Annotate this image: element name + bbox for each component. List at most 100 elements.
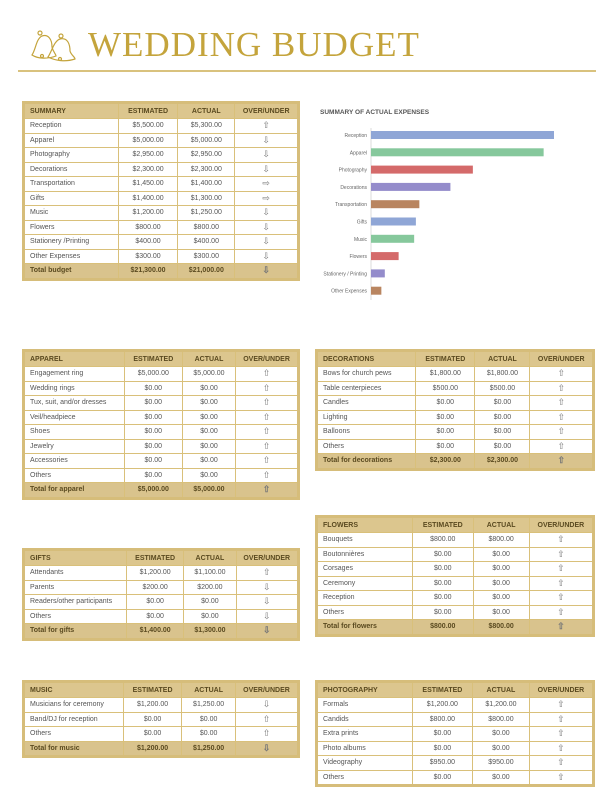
actual-value: $2,950.00 (177, 147, 236, 163)
item-label: Ceremony (316, 575, 413, 591)
arrow-up-icon: ⇧ (262, 484, 271, 495)
table-row[interactable]: Formals $1,200.00 $1,200.00 ⇧ (316, 697, 595, 713)
table-row[interactable]: Other Expenses $300.00 $300.00 ⇩ (23, 248, 299, 264)
item-label: Apparel (23, 132, 119, 148)
table-row[interactable]: Accessories $0.00 $0.00 ⇧ (23, 453, 299, 469)
over-under-cell: ⇧ (529, 438, 594, 454)
arrow-up-icon: ⇧ (557, 713, 565, 724)
actual-value: $2,300.00 (474, 453, 531, 470)
item-label: Accessories (23, 453, 125, 469)
table-row[interactable]: Others $0.00 $0.00 ⇧ (315, 438, 594, 454)
table-row[interactable]: Photography $2,950.00 $2,950.00 ⇩ (23, 147, 299, 163)
header-row: FLOWERS ESTIMATED ACTUAL OVER/UNDER (316, 516, 595, 533)
table-row[interactable]: Extra prints $0.00 $0.00 ⇧ (316, 726, 595, 742)
item-label: Flowers (23, 219, 119, 235)
estimated-header: ESTIMATED (122, 681, 183, 698)
table-row[interactable]: Balloons $0.00 $0.00 ⇧ (315, 424, 594, 440)
arrow-down-icon: ⇩ (262, 596, 271, 607)
item-label: Total for apparel (23, 482, 125, 499)
actual-value: $0.00 (472, 740, 530, 756)
table-row[interactable]: Reception $5,500.00 $5,300.00 ⇧ (23, 118, 299, 134)
over-under-cell: ⇧ (528, 619, 595, 636)
table-row[interactable]: Apparel $5,000.00 $5,000.00 ⇩ (23, 132, 299, 148)
actual-value: $0.00 (472, 590, 530, 606)
over-under-cell: ⇩ (235, 594, 300, 610)
table-row[interactable]: Candles $0.00 $0.00 ⇧ (315, 395, 594, 411)
bar-stationery-printing (371, 269, 385, 278)
table-row[interactable]: Shoes $0.00 $0.00 ⇧ (23, 424, 299, 440)
total-row[interactable]: Total for flowers $800.00 $800.00 ⇧ (316, 619, 595, 636)
arrow-up-icon: ⇧ (262, 382, 271, 393)
total-row[interactable]: Total for music $1,200.00 $1,250.00 ⇩ (23, 740, 300, 757)
item-label: Engagement ring (23, 366, 125, 382)
bar-transportation (371, 200, 420, 209)
arrow-up-icon: ⇧ (262, 397, 271, 408)
table-row[interactable]: Attendants $1,200.00 $1,100.00 ⇧ (23, 565, 300, 581)
arrow-up-icon: ⇧ (262, 440, 271, 451)
table-row[interactable]: Wedding rings $0.00 $0.00 ⇧ (23, 380, 299, 396)
table-row[interactable]: Music $1,200.00 $1,250.00 ⇩ (23, 205, 299, 221)
estimated-value: $0.00 (415, 395, 476, 411)
table-row[interactable]: Candids $800.00 $800.00 ⇧ (316, 711, 595, 727)
table-row[interactable]: Photo albums $0.00 $0.00 ⇧ (316, 740, 595, 756)
actual-header: ACTUAL (181, 350, 237, 367)
table-row[interactable]: Engagement ring $5,000.00 $5,000.00 ⇧ (23, 366, 299, 382)
over-under-cell: ⇧ (528, 604, 595, 620)
total-row[interactable]: Total budget $21,300.00 $21,000.00 ⇩ (23, 263, 299, 280)
table-row[interactable]: Stationery /Printing $400.00 $400.00 ⇩ (23, 234, 299, 250)
table-row[interactable]: Others $0.00 $0.00 ⇧ (23, 726, 300, 742)
table-row[interactable]: Boutonnières $0.00 $0.00 ⇧ (316, 546, 595, 562)
table-row[interactable]: Readers/other participants $0.00 $0.00 ⇩ (23, 594, 300, 610)
over-under-cell: ⇧ (234, 726, 300, 742)
item-label: Candids (316, 711, 413, 727)
actual-value: $0.00 (472, 769, 530, 786)
table-row[interactable]: Flowers $800.00 $800.00 ⇩ (23, 219, 299, 235)
table-row[interactable]: Decorations $2,300.00 $2,300.00 ⇩ (23, 161, 299, 177)
table-row[interactable]: Videography $950.00 $950.00 ⇧ (316, 755, 595, 771)
apparel-title: APPAREL (23, 350, 125, 367)
table-row[interactable]: Others $0.00 $0.00 ⇧ (316, 604, 595, 620)
over-under-cell: ⇧ (528, 532, 595, 548)
total-row[interactable]: Total for gifts $1,400.00 $1,300.00 ⇩ (23, 623, 300, 640)
actual-value: $0.00 (183, 594, 237, 610)
arrow-down-icon: ⇩ (262, 610, 271, 621)
table-row[interactable]: Veil/headpiece $0.00 $0.00 ⇧ (23, 409, 299, 425)
estimated-value: $0.00 (411, 769, 474, 786)
total-row[interactable]: Total for apparel $5,000.00 $5,000.00 ⇧ (23, 482, 299, 499)
arrow-down-icon: ⇩ (262, 581, 271, 592)
table-row[interactable]: Bows for church pews $1,800.00 $1,800.00 ⇧ (315, 366, 594, 382)
estimated-value: $800.00 (412, 532, 474, 548)
over-under-cell: ⇩ (235, 579, 300, 595)
estimated-value: $1,200.00 (411, 697, 474, 713)
table-row[interactable]: Bouquets $800.00 $800.00 ⇧ (316, 532, 595, 548)
table-row[interactable]: Gifts $1,400.00 $1,300.00 ⇨ (23, 190, 299, 206)
table-row[interactable]: Table centerpieces $500.00 $500.00 ⇧ (315, 380, 594, 396)
total-row[interactable]: Total for decorations $2,300.00 $2,300.00 ⇧ (315, 453, 594, 470)
arrow-up-icon: ⇧ (262, 567, 271, 578)
arrow-up-icon: ⇧ (262, 411, 271, 422)
table-row[interactable]: Transportation $1,450.00 $1,400.00 ⇨ (23, 176, 299, 192)
table-row[interactable]: Corsages $0.00 $0.00 ⇧ (316, 561, 595, 577)
table-row[interactable]: Reception $0.00 $0.00 ⇧ (316, 590, 595, 606)
over-under-cell: ⇩ (234, 219, 299, 235)
item-label: Others (23, 608, 127, 624)
table-row[interactable]: Others $0.00 $0.00 ⇧ (316, 769, 595, 786)
table-row[interactable]: Jewelry $0.00 $0.00 ⇧ (23, 438, 299, 454)
table-row[interactable]: Parents $200.00 $200.00 ⇩ (23, 579, 300, 595)
estimated-value: $0.00 (123, 438, 183, 454)
over-under-cell: ⇧ (529, 453, 594, 470)
bar-music (371, 234, 415, 243)
table-row[interactable]: Ceremony $0.00 $0.00 ⇧ (316, 575, 595, 591)
arrow-up-icon: ⇧ (557, 592, 565, 603)
table-row[interactable]: Tux, suit, and/or dresses $0.00 $0.00 ⇧ (23, 395, 299, 411)
over-under-cell: ⇧ (528, 697, 595, 713)
page-title: WEDDING BUDGET (88, 25, 420, 64)
table-row[interactable]: Others $0.00 $0.00 ⇩ (23, 608, 300, 624)
estimated-value: $1,200.00 (122, 697, 183, 713)
table-row[interactable]: Musicians for ceremony $1,200.00 $1,250.00… (23, 697, 300, 713)
actual-value: $5,000.00 (181, 482, 237, 499)
table-row[interactable]: Lighting $0.00 $0.00 ⇧ (315, 409, 594, 425)
over-under-header: OVER/UNDER (528, 516, 595, 533)
table-row[interactable]: Others $0.00 $0.00 ⇧ (23, 467, 299, 483)
table-row[interactable]: Band/DJ for reception $0.00 $0.00 ⇧ (23, 711, 300, 727)
